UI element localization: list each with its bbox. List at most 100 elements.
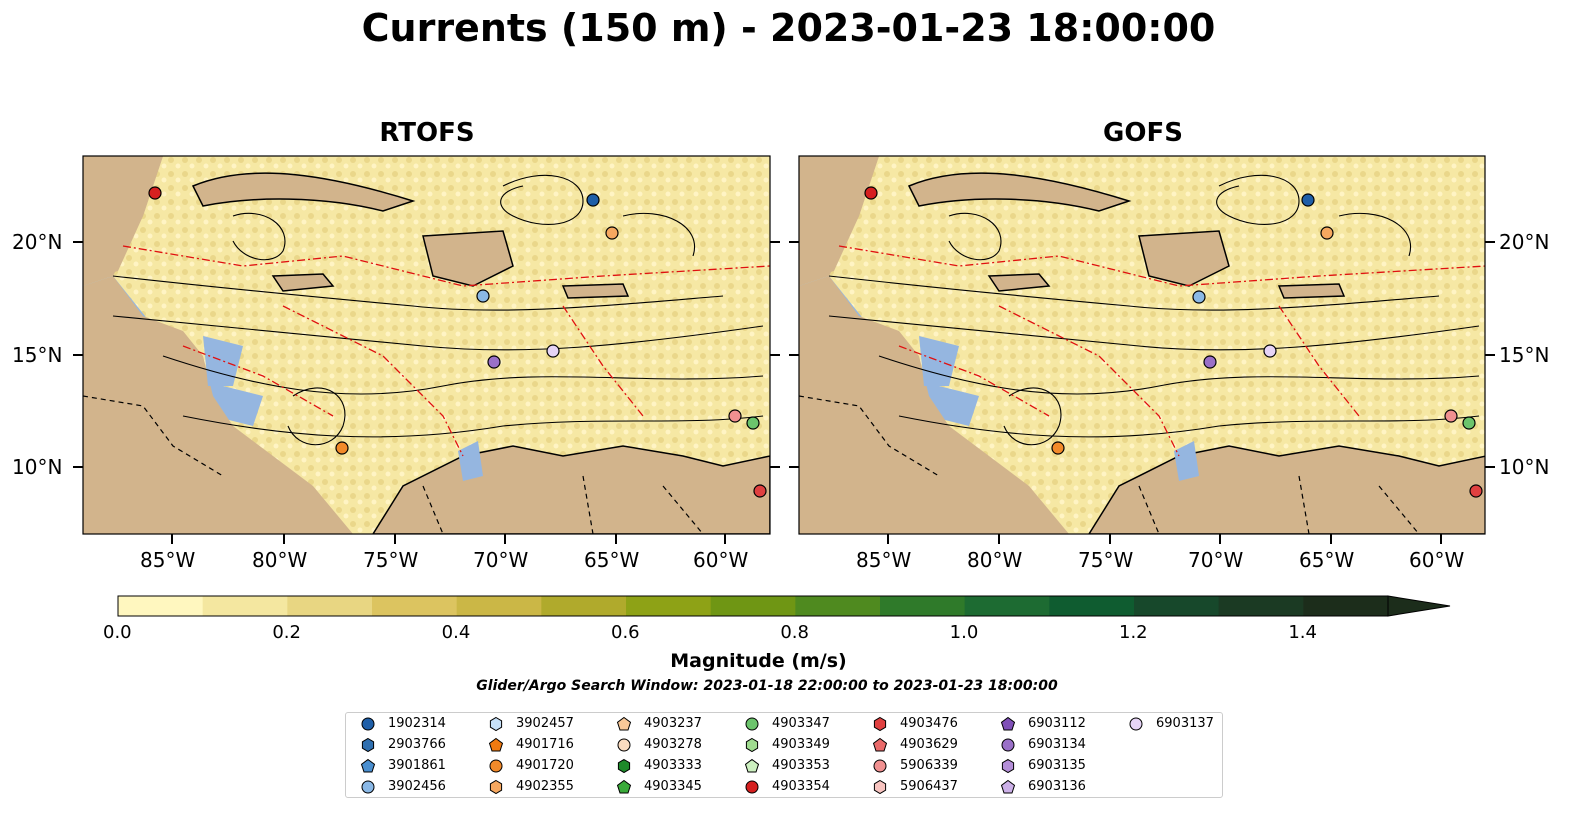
- colorbar-segment: [880, 596, 966, 616]
- legend-marker-icon: [616, 779, 632, 794]
- colorbar: [117, 595, 1451, 617]
- legend-item-label: 6903135: [1028, 758, 1086, 773]
- legend-marker-icon: [873, 716, 887, 732]
- colorbar-segment: [202, 596, 288, 616]
- legend-marker-icon: [489, 759, 503, 773]
- colorbar-segment: [118, 596, 204, 616]
- panel-title-rtofs: RTOFS: [379, 118, 475, 148]
- legend-marker-icon: [745, 717, 759, 731]
- float-legend: 1902314 2903766 3901861 3902456 3902457 49017…: [345, 712, 1223, 798]
- lat-label-10n-left: 10°N: [12, 455, 63, 479]
- search-window-text: Glider/Argo Search Window: 2023-01-18 22…: [476, 678, 1058, 694]
- lon-label-60w-right: 60°W: [1409, 548, 1465, 572]
- legend-marker-icon: [1000, 779, 1016, 794]
- legend-marker-icon: [489, 779, 503, 795]
- legend-marker-icon: [745, 737, 759, 753]
- legend-marker-icon: [1001, 758, 1015, 774]
- legend-marker-icon: [744, 758, 760, 773]
- colorbar-label: Magnitude (m/s): [670, 650, 847, 672]
- lat-label-20n-right: 20°N: [1499, 230, 1550, 254]
- colorbar-tick-label: 0.0: [103, 622, 132, 643]
- colorbar-segment: [964, 596, 1050, 616]
- legend-item-label: 4903353: [772, 758, 830, 773]
- legend-marker-icon: [488, 737, 504, 752]
- colorbar-segment: [795, 596, 881, 616]
- legend-marker-icon: [873, 779, 887, 795]
- legend-marker-icon: [616, 716, 632, 731]
- colorbar-segment: [710, 596, 796, 616]
- legend-marker-icon: [1001, 738, 1015, 752]
- lat-label-15n-left: 15°N: [12, 343, 63, 367]
- lon-label-75w-right: 75°W: [1078, 548, 1134, 572]
- colorbar-tick-label: 1.0: [949, 622, 979, 643]
- legend-item-label: 1902314: [388, 716, 446, 731]
- colorbar-segment: [541, 596, 627, 616]
- colorbar-tick-label: 1.2: [1119, 622, 1148, 643]
- legend-item-label: 4901720: [516, 758, 574, 773]
- lon-label-85w-left: 85°W: [140, 548, 196, 572]
- legend-marker-icon: [873, 759, 887, 773]
- lat-label-10n-right: 10°N: [1499, 455, 1550, 479]
- legend-item-label: 4901716: [516, 737, 574, 752]
- lon-label-65w-left: 65°W: [584, 548, 640, 572]
- legend-marker-icon: [361, 780, 375, 794]
- legend-marker-icon: [361, 717, 375, 731]
- colorbar-segments: [118, 595, 1451, 617]
- legend-item-label: 4903333: [644, 758, 702, 773]
- colorbar-segment: [1049, 596, 1135, 616]
- legend-item-label: 3901861: [388, 758, 446, 773]
- colorbar-segment: [1218, 596, 1304, 616]
- map-canvas: [73, 155, 1495, 544]
- colorbar-tick-label: 0.6: [611, 622, 640, 643]
- lon-label-85w-right: 85°W: [856, 548, 912, 572]
- legend-item-label: 5906339: [900, 758, 958, 773]
- legend-item-label: 4903354: [772, 779, 830, 794]
- legend-item-label: 2903766: [388, 737, 446, 752]
- colorbar-segment: [372, 596, 458, 616]
- colorbar-tick-label: 0.8: [780, 622, 809, 643]
- lat-label-15n-right: 15°N: [1499, 343, 1550, 367]
- figure-title: Currents (150 m) - 2023-01-23 18:00:00: [361, 6, 1216, 50]
- legend-item-label: 4903476: [900, 716, 958, 731]
- lon-label-70w-left: 70°W: [473, 548, 529, 572]
- colorbar-segment: [1134, 596, 1220, 616]
- legend-item-label: 6903112: [1028, 716, 1086, 731]
- lon-label-60w-left: 60°W: [693, 548, 749, 572]
- legend-item-label: 4903237: [644, 716, 702, 731]
- legend-item-label: 4903347: [772, 716, 830, 731]
- legend-item-label: 6903134: [1028, 737, 1086, 752]
- legend-marker-icon: [360, 758, 376, 773]
- colorbar-tick-label: 0.2: [272, 622, 301, 643]
- gofs-map: [799, 156, 1485, 534]
- legend-item-label: 4903345: [644, 779, 702, 794]
- legend-marker-icon: [617, 758, 631, 774]
- lon-label-75w-left: 75°W: [363, 548, 419, 572]
- lon-label-65w-right: 65°W: [1299, 548, 1355, 572]
- colorbar-tick-label: 0.4: [441, 622, 471, 643]
- legend-item-label: 3902456: [388, 779, 446, 794]
- legend-item-label: 3902457: [516, 716, 574, 731]
- legend-marker-icon: [1000, 716, 1016, 731]
- lon-label-80w-left: 80°W: [252, 548, 308, 572]
- legend-marker-icon: [489, 716, 503, 732]
- lat-label-20n-left: 20°N: [12, 230, 63, 254]
- lon-label-80w-right: 80°W: [967, 548, 1023, 572]
- colorbar-segment: [626, 596, 712, 616]
- lon-label-70w-right: 70°W: [1188, 548, 1244, 572]
- legend-marker-icon: [1129, 717, 1143, 731]
- colorbar-segment: [456, 596, 542, 616]
- colorbar-tick-label: 1.4: [1288, 622, 1317, 643]
- legend-item-label: 6903137: [1156, 716, 1214, 731]
- legend-item-label: 4903349: [772, 737, 830, 752]
- rtofs-map: [83, 156, 770, 534]
- legend-item-label: 5906437: [900, 779, 958, 794]
- colorbar-segment: [1303, 596, 1389, 616]
- legend-marker-icon: [745, 780, 759, 794]
- legend-item-label: 4903629: [900, 737, 958, 752]
- legend-marker-icon: [617, 738, 631, 752]
- colorbar-segment: [287, 596, 373, 616]
- legend-item-label: 4903278: [644, 737, 702, 752]
- panel-title-gofs: GOFS: [1103, 118, 1183, 148]
- legend-marker-icon: [872, 737, 888, 752]
- colorbar-extend-arrow: [1387, 595, 1451, 617]
